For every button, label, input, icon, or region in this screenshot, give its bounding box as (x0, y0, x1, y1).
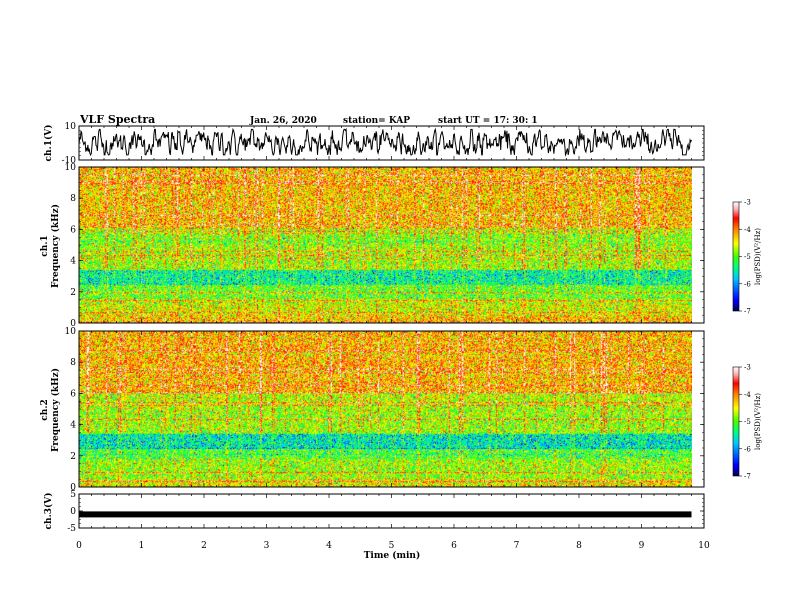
x-tick-label: 7 (514, 541, 520, 551)
x-tick-label: 6 (451, 541, 457, 551)
colorbar-tick-label: -3 (744, 364, 751, 372)
ch1-frequency-ylabel-line1: ch.1 (40, 235, 50, 256)
y-tick-label: 8 (70, 358, 76, 368)
y-tick-label: 5 (70, 490, 76, 500)
y-tick-label: 2 (70, 288, 76, 298)
x-tick-label: 9 (639, 541, 645, 551)
y-tick-label: 10 (65, 327, 77, 337)
ch1-colorbar: -3 -4 -5 -6 -7 log(PSD)(V²/Hz) (732, 199, 762, 316)
station-label: station= KAP (343, 116, 410, 126)
y-tick-label: 8 (70, 194, 76, 204)
x-tick-label: 0 (76, 541, 82, 551)
y-tick-label: 0 (70, 319, 76, 329)
ch3-waveform-line (79, 511, 692, 518)
y-tick-label: 4 (70, 421, 76, 431)
ch2-spectrogram-image (79, 331, 692, 487)
ch3-voltage-ylabel: ch.3(V) (43, 493, 54, 530)
axes-frame (78, 493, 705, 529)
x-tick-label: 5 (389, 541, 395, 551)
ch2-frequency-ylabel-line1: ch.2 (40, 399, 50, 420)
x-tick-label: 2 (201, 541, 207, 551)
colorbar-tick-label: -5 (744, 418, 751, 426)
y-tick-label: 2 (70, 452, 76, 462)
x-tick-label: 10 (698, 541, 710, 551)
ch2-spectrogram-panel: 0 2 4 6 8 10 (65, 327, 705, 493)
y-tick-label: 4 (70, 257, 76, 267)
x-tick-label: 4 (326, 541, 332, 551)
colorbar-tick-label: -4 (744, 226, 751, 234)
date-label: Jan. 26, 2020 (249, 116, 317, 126)
ch2-frequency-ylabel-line2: Frequency (kHz) (50, 368, 61, 452)
ch1-waveform-panel: 10 -10 (62, 122, 705, 166)
colorbar-tick-label: -7 (744, 473, 751, 481)
colorbar-tick-label: -3 (744, 199, 751, 207)
ch1-spectrogram-panel: 0 2 4 6 8 10 (65, 163, 705, 329)
colorbar-label: log(PSD)(V²/Hz) (754, 228, 762, 285)
x-tick-label: 3 (264, 541, 270, 551)
x-tick-label: 1 (139, 541, 145, 551)
colorbar-scale (732, 201, 740, 312)
y-tick-label: 10 (65, 163, 77, 173)
colorbar-tick-label: -5 (744, 253, 751, 261)
colorbar-tick-label: -7 (744, 308, 751, 316)
ch1-spectrogram-image (79, 167, 692, 323)
ch3-waveform-panel: 50-50 1 2 3 4 5 6 7 8 9 10 (67, 490, 710, 551)
y-tick-label: 0 (70, 483, 76, 493)
y-tick-label: 0 (70, 507, 76, 517)
colorbar-tick-label: -6 (744, 445, 751, 453)
ch1-waveform-line (78, 127, 692, 157)
y-tick-label: -10 (62, 156, 77, 166)
y-tick-label: 6 (70, 225, 76, 235)
x-tick-label: 8 (576, 541, 582, 551)
colorbar-scale (732, 366, 740, 477)
ch1-frequency-ylabel-line2: Frequency (kHz) (50, 204, 61, 288)
ch1-voltage-ylabel: ch.1(V) (43, 125, 54, 162)
colorbar-tick-label: -6 (744, 280, 751, 288)
colorbar-label: log(PSD)(V²/Hz) (754, 393, 762, 450)
start-time-label: start UT = 17: 30: 1 (438, 116, 538, 126)
time-xlabel: Time (min) (364, 550, 421, 561)
colorbar-tick-label: -4 (744, 391, 751, 399)
ch2-colorbar: -3 -4 -5 -6 -7 log(PSD)(V²/Hz) (732, 364, 762, 481)
y-tick-label: 6 (70, 389, 76, 399)
y-tick-label: 10 (65, 122, 77, 132)
figure-title: VLF Spectra (79, 113, 155, 126)
y-tick-label: -5 (67, 524, 76, 534)
